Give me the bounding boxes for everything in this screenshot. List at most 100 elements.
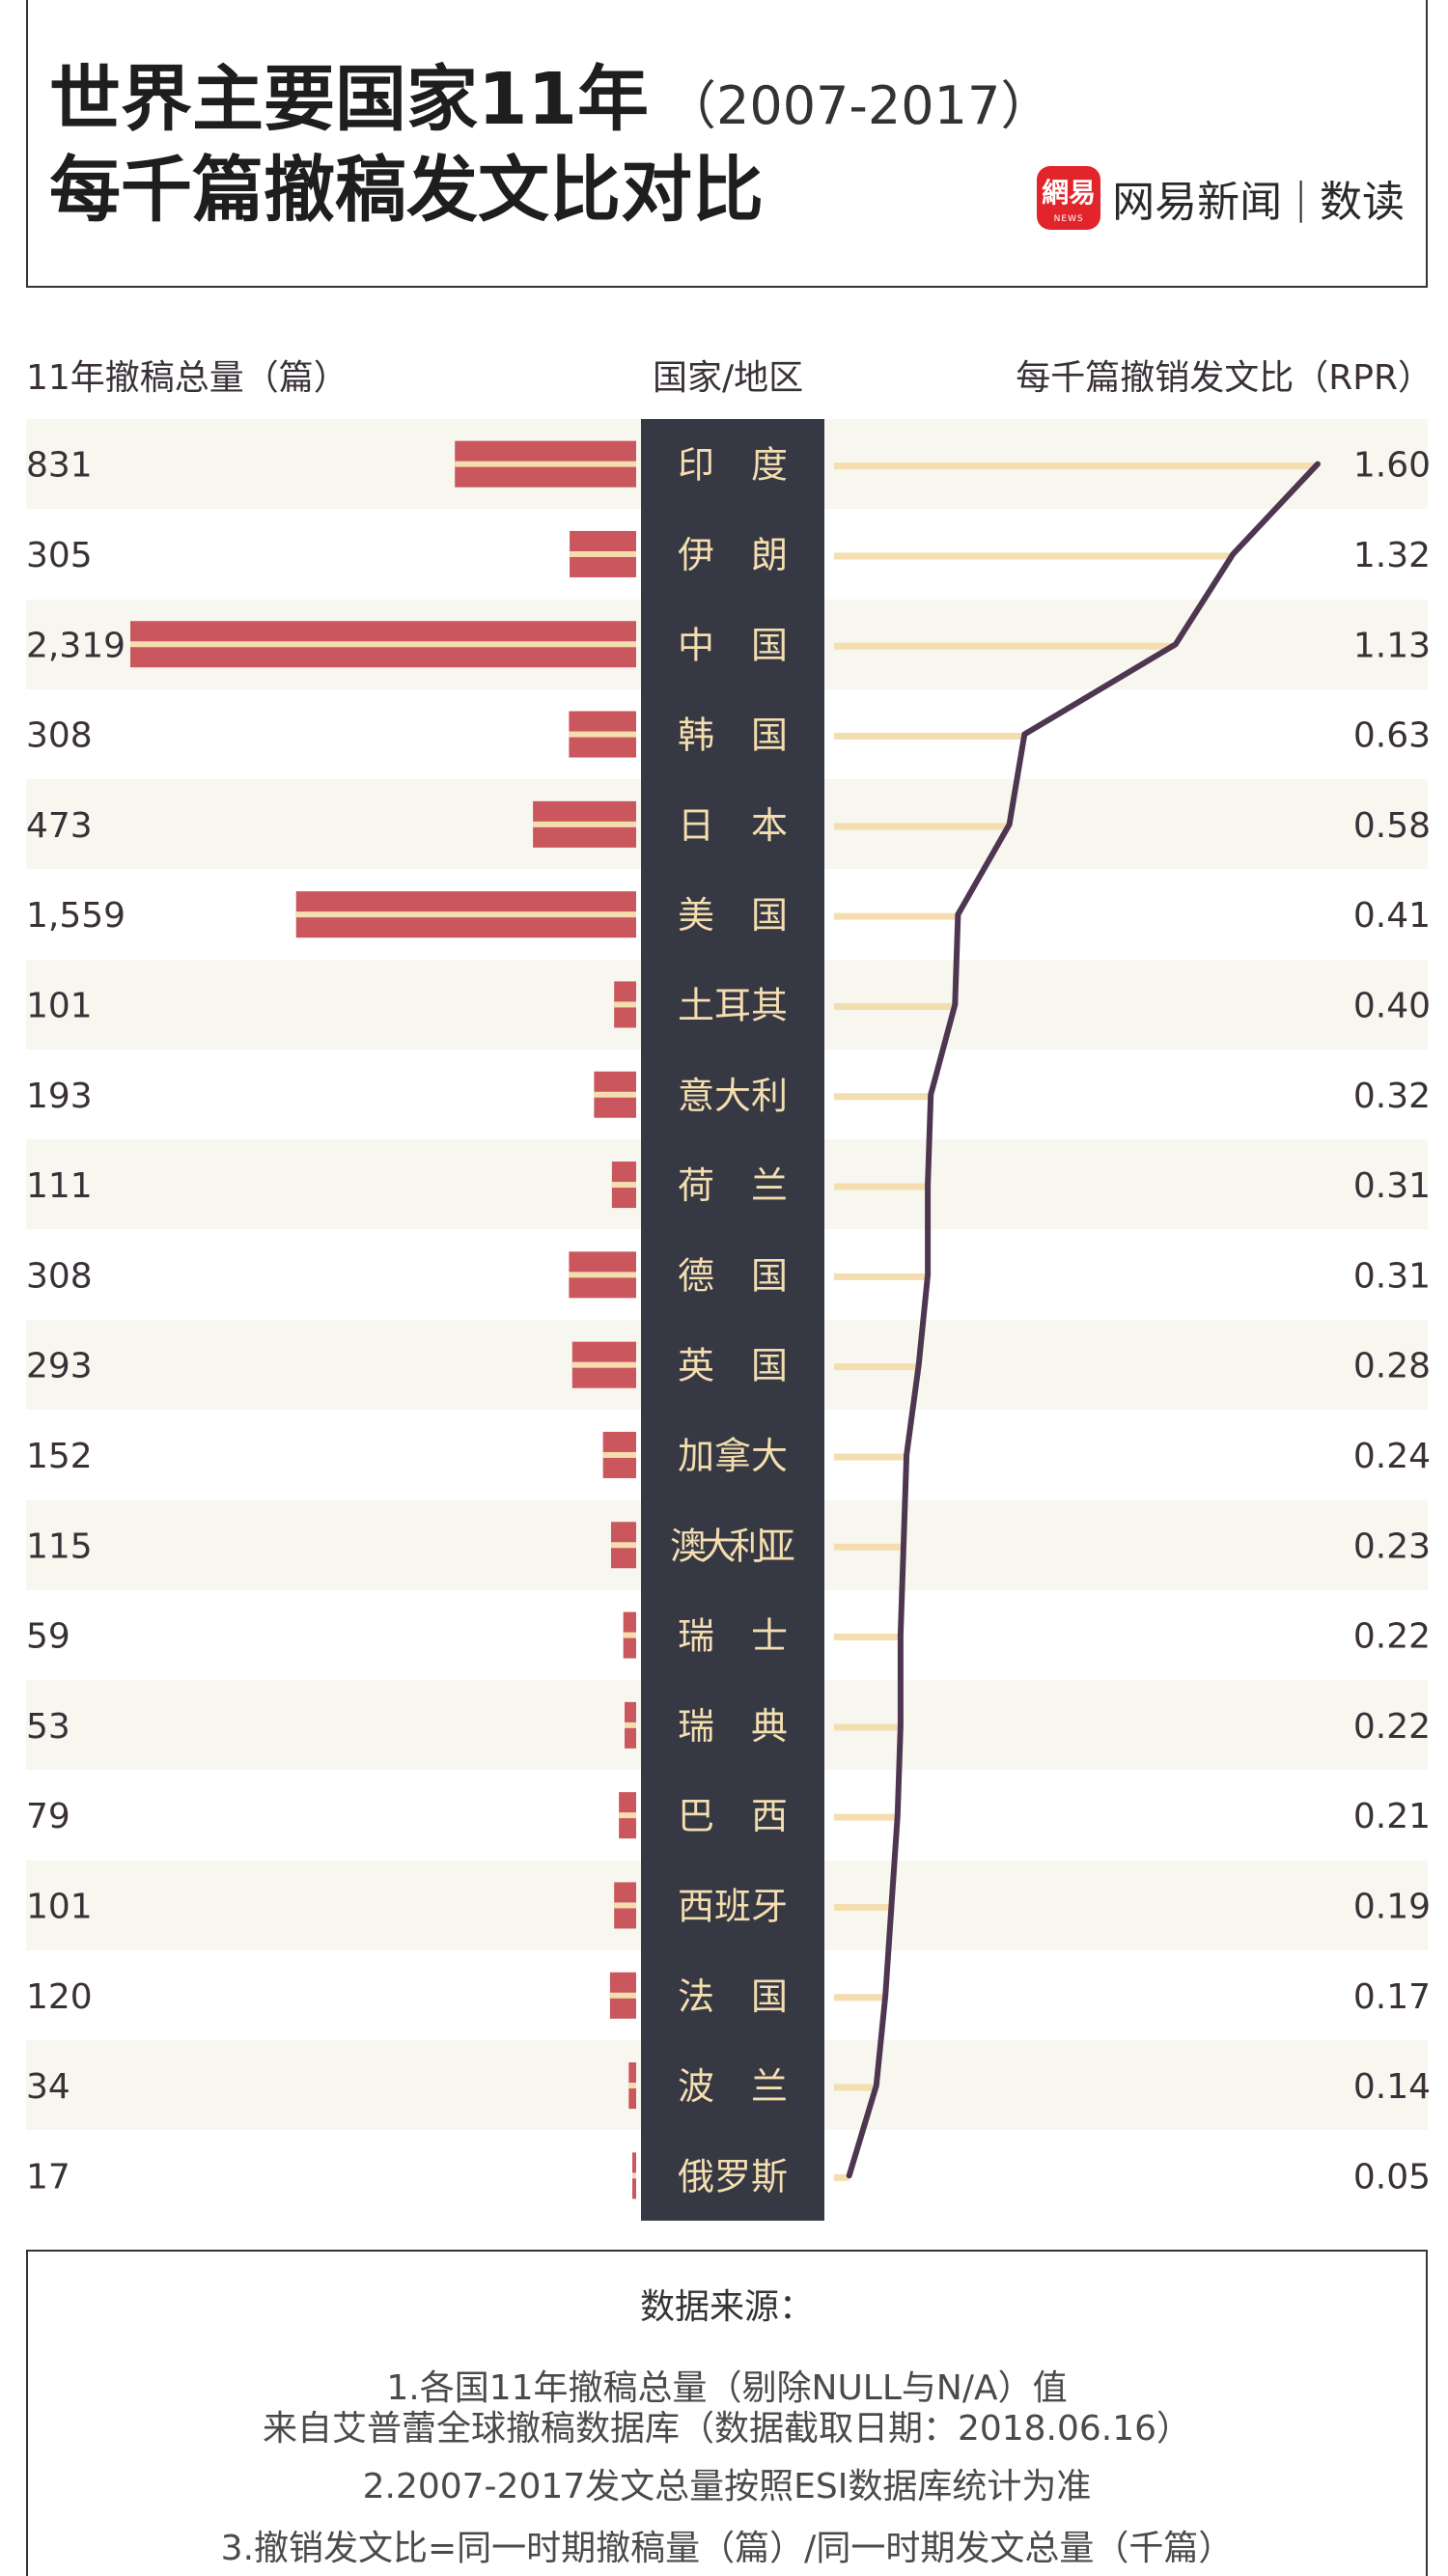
country-label: 意大利	[678, 1075, 788, 1117]
retraction-total-label: 120	[26, 1977, 93, 2017]
rpr-point	[900, 1635, 902, 1637]
retraction-total-label: 831	[26, 446, 93, 486]
logo-badge-sub: NEWS	[1053, 214, 1084, 224]
country-label: 巴 西	[678, 1795, 788, 1837]
rpr-point	[927, 1274, 929, 1275]
country-label: 波 兰	[678, 2065, 788, 2108]
country-column-bg	[641, 419, 824, 2221]
retraction-bar-stripe	[611, 1542, 636, 1549]
country-label: 伊 朗	[678, 534, 788, 576]
logo-separator: |	[1294, 173, 1308, 223]
rpr-value-label: 1.32	[1353, 536, 1431, 575]
retraction-total-label: 1,559	[26, 896, 125, 936]
retraction-bar-stripe	[611, 1182, 636, 1189]
retraction-total-label: 305	[26, 536, 93, 575]
rpr-point	[954, 1003, 956, 1005]
retraction-bar-stripe	[625, 1722, 636, 1728]
country-label: 澳大利亚	[670, 1525, 795, 1567]
column-header-country: 国家/地区	[653, 358, 804, 398]
rpr-value-label: 0.31	[1353, 1256, 1431, 1296]
country-label: 瑞 典	[678, 1705, 788, 1748]
rpr-point	[927, 1184, 929, 1186]
retraction-bar-stripe	[295, 911, 636, 918]
retraction-total-label: 101	[26, 986, 93, 1025]
retraction-total-label: 53	[26, 1707, 70, 1747]
country-label: 俄罗斯	[678, 2155, 788, 2198]
retraction-bar-stripe	[571, 1361, 636, 1368]
retraction-total-label: 17	[26, 2157, 70, 2197]
country-label: 英 国	[678, 1345, 788, 1387]
source-line-1b: 来自艾普蕾全球撤稿数据库（数据截取日期：2018.06.16）	[262, 2409, 1192, 2449]
retraction-total-label: 152	[26, 1437, 93, 1476]
rpr-point	[900, 1724, 902, 1726]
rpr-point	[1175, 643, 1177, 645]
rpr-point	[918, 1364, 920, 1366]
rpr-value-label: 0.23	[1353, 1526, 1431, 1566]
country-label: 加拿大	[678, 1435, 788, 1477]
column-header-rpr: 每千篇撤销发文比（RPR）	[1016, 358, 1433, 398]
rpr-value-label: 0.41	[1353, 896, 1431, 936]
column-header-retractions: 11年撤稿总量（篇）	[26, 358, 348, 398]
retraction-bar-stripe	[602, 1451, 636, 1458]
retraction-total-label: 2,319	[26, 626, 125, 665]
retraction-total-label: 293	[26, 1347, 93, 1386]
retraction-total-label: 111	[26, 1166, 93, 1206]
country-label: 日 本	[678, 804, 788, 847]
rpr-point	[1009, 824, 1011, 826]
retraction-total-label: 473	[26, 806, 93, 846]
country-label: 德 国	[678, 1254, 788, 1297]
retraction-bar-stripe	[533, 821, 636, 827]
chart: 831 印 度 1.60 305 伊 朗 1.32 2,319 中 国 1.13 308 韩 国 0.…	[26, 440, 1431, 2199]
retraction-bar-stripe	[130, 641, 636, 648]
rpr-point	[957, 913, 959, 915]
source-line-3: 3.撤销发文比=同一时期撤稿量（篇）/同一时期发文总量（千篇）	[220, 2529, 1234, 2568]
rpr-value-label: 0.31	[1353, 1166, 1431, 1206]
netease-news-logo: 網易 NEWS 网易新闻 | 数读	[1037, 164, 1405, 232]
retraction-total-label: 308	[26, 1256, 93, 1296]
rpr-value-label: 0.21	[1353, 1797, 1431, 1836]
retraction-bar-stripe	[569, 1272, 636, 1278]
retraction-bar-stripe	[619, 1812, 636, 1819]
rpr-point	[903, 1544, 905, 1546]
country-label: 美 国	[678, 894, 788, 937]
page-subtitle: 每千篇撤稿发文比对比	[49, 149, 764, 232]
rpr-value-label: 0.63	[1353, 716, 1431, 756]
rpr-value-label: 0.32	[1353, 1077, 1431, 1116]
country-label: 法 国	[678, 1975, 788, 2018]
retraction-total-label: 193	[26, 1077, 93, 1116]
retraction-total-label: 308	[26, 716, 93, 756]
retraction-bar-stripe	[632, 2172, 636, 2179]
retraction-total-label: 115	[26, 1526, 93, 1566]
logo-badge-text: 網易	[1042, 177, 1097, 209]
country-label: 荷 兰	[678, 1164, 788, 1207]
rpr-value-label: 0.17	[1353, 1977, 1431, 2017]
retraction-bar-stripe	[623, 1632, 636, 1638]
rpr-point	[1317, 463, 1319, 465]
rpr-value-label: 1.13	[1353, 626, 1431, 665]
source-line-2: 2.2007-2017发文总量按照ESI数据库统计为准	[362, 2467, 1092, 2506]
rpr-value-label: 0.19	[1353, 1887, 1431, 1926]
retraction-total-label: 79	[26, 1797, 70, 1836]
retraction-bar-stripe	[455, 461, 636, 467]
country-label: 土耳其	[678, 984, 788, 1026]
retraction-bar-stripe	[570, 550, 636, 557]
country-label: 西班牙	[678, 1885, 788, 1927]
rpr-point	[890, 1904, 892, 1906]
rpr-value-label: 0.22	[1353, 1707, 1431, 1747]
logo-name: 网易新闻	[1112, 178, 1283, 227]
retraction-bar-stripe	[594, 1091, 636, 1098]
logo-section: 数读	[1320, 178, 1405, 227]
netease-logo-icon: 網易 NEWS	[1037, 166, 1101, 230]
title-years: （2007-2017）	[663, 75, 1053, 136]
retraction-bar-stripe	[628, 2083, 636, 2089]
country-label: 瑞 士	[678, 1615, 788, 1658]
retraction-bar-stripe	[609, 1992, 636, 1999]
rpr-point	[905, 1454, 907, 1456]
rpr-value-label: 0.58	[1353, 806, 1431, 846]
country-label: 中 国	[678, 624, 788, 666]
rpr-value-label: 0.24	[1353, 1437, 1431, 1476]
rpr-point	[1023, 734, 1025, 736]
source-title: 数据来源：	[639, 2287, 814, 2327]
rpr-value-label: 0.28	[1353, 1347, 1431, 1386]
rpr-value-label: 1.60	[1353, 446, 1431, 486]
